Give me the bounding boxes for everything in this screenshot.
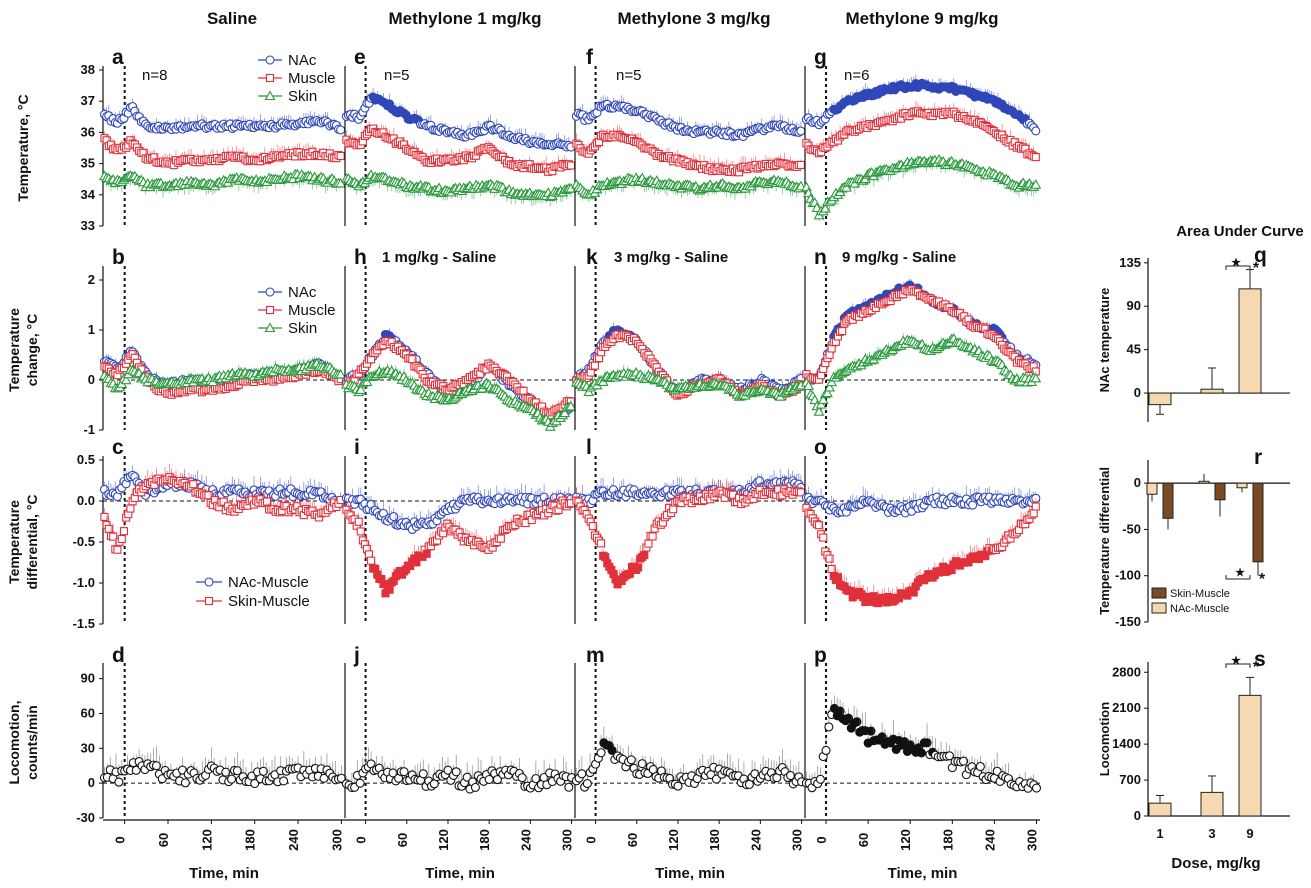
panel-a bbox=[99, 66, 347, 226]
ytick-row1-2: 0 bbox=[88, 372, 95, 387]
series-skin-a bbox=[99, 168, 347, 198]
column-title-methylone-1: Methylone 1 mg/kg bbox=[388, 9, 541, 28]
series-skin-g bbox=[800, 153, 1042, 222]
ytick-row0-5: 33 bbox=[81, 218, 95, 233]
ytick-row2-2: -0.5 bbox=[73, 534, 95, 549]
panel-n bbox=[800, 266, 1042, 430]
data-point bbox=[336, 151, 345, 161]
ytick-row0-3: 35 bbox=[81, 156, 95, 171]
data-point bbox=[566, 161, 575, 170]
data-point bbox=[838, 327, 847, 336]
column-title-saline: Saline bbox=[207, 9, 257, 28]
ytick-row1-3: -1 bbox=[83, 422, 95, 437]
data-point bbox=[1031, 126, 1041, 136]
panel-e bbox=[340, 66, 577, 226]
row-ylabel-1-1: change, °C bbox=[24, 314, 40, 387]
row-ylabel-0-0: Temperature, °C bbox=[15, 94, 31, 201]
data-point bbox=[335, 177, 347, 188]
panel-f bbox=[570, 66, 807, 226]
ytick-row2-4: -1.5 bbox=[73, 616, 95, 631]
panel-k bbox=[570, 266, 807, 430]
row-ylabel-2-1: differential, °C bbox=[24, 494, 40, 589]
ytick-row0-1: 37 bbox=[81, 93, 95, 108]
series-nac-a bbox=[99, 98, 346, 135]
data-point bbox=[1031, 153, 1040, 162]
row-ylabel-3-1: counts/min bbox=[24, 705, 40, 780]
ytick-row1-1: 1 bbox=[88, 322, 95, 337]
column-title-methylone-9: Methylone 9 mg/kg bbox=[845, 9, 998, 28]
ytick-row2-0: 0.5 bbox=[77, 452, 95, 467]
ytick-row3-3: 0 bbox=[88, 775, 95, 790]
series-nac-e bbox=[341, 87, 576, 152]
series-skin-e bbox=[340, 169, 577, 207]
series-muscle-e bbox=[342, 121, 575, 176]
series-nac-g bbox=[801, 74, 1041, 136]
row-ylabel-2-0: Temperature bbox=[6, 500, 22, 584]
series-nac-f bbox=[571, 95, 806, 142]
ytick-row1-0: 2 bbox=[88, 272, 95, 287]
ytick-row3-4: -30 bbox=[76, 810, 95, 825]
column-titles: Saline Methylone 1 mg/kg Methylone 3 mg/… bbox=[207, 9, 999, 28]
data-point bbox=[519, 386, 528, 395]
ytick-row2-3: -1.0 bbox=[73, 575, 95, 590]
ytick-row3-0: 90 bbox=[81, 671, 95, 686]
data-point bbox=[796, 160, 805, 170]
ytick-row0-2: 36 bbox=[81, 124, 95, 139]
data-point bbox=[796, 126, 806, 136]
data-point bbox=[336, 125, 346, 135]
series-muscle-a bbox=[100, 131, 345, 170]
panel-h bbox=[340, 266, 577, 431]
series-skin-f bbox=[570, 172, 807, 203]
row-ylabel-1-0: Temperature bbox=[6, 308, 22, 392]
ytick-row3-2: 30 bbox=[81, 740, 95, 755]
ytick-row0-4: 34 bbox=[81, 187, 96, 202]
series-skin-h bbox=[340, 362, 577, 431]
ytick-row2-1: 0.0 bbox=[77, 493, 95, 508]
column-title-methylone-3: Methylone 3 mg/kg bbox=[617, 9, 770, 28]
ytick-row3-1: 60 bbox=[81, 705, 95, 720]
ytick-row0-0: 38 bbox=[81, 62, 95, 77]
panel-g bbox=[800, 66, 1042, 226]
row-ylabel-3-0: Locomotion, bbox=[6, 701, 22, 785]
data-point bbox=[590, 361, 599, 370]
